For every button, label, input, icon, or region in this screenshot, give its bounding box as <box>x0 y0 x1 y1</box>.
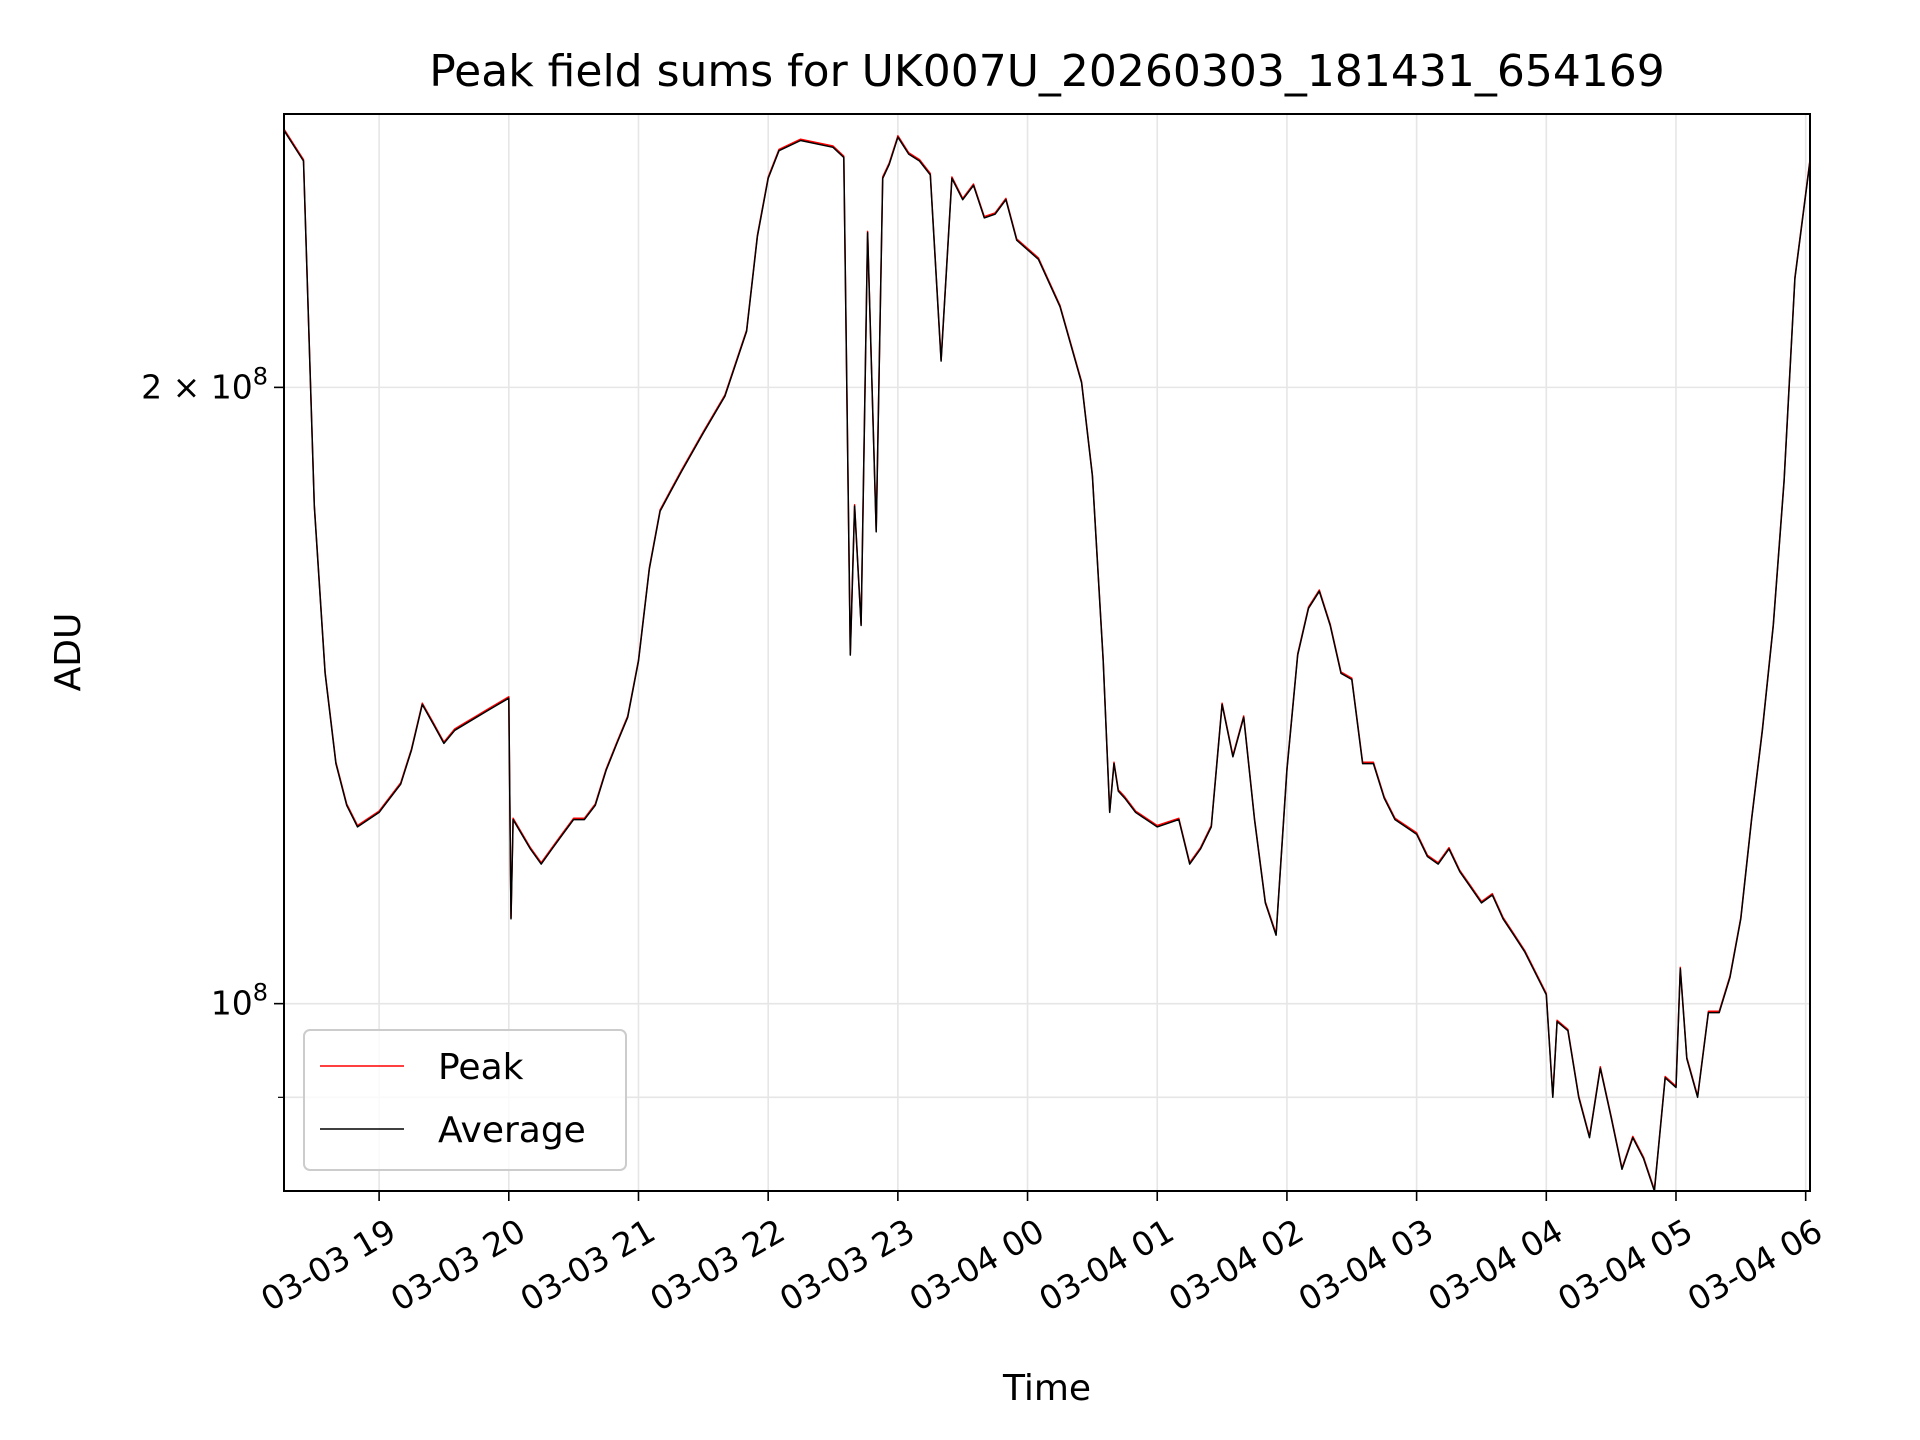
chart-title: Peak field sums for UK007U_20260303_1814… <box>429 46 1665 97</box>
y-tick-label: 2 × 108 <box>141 362 268 406</box>
legend-label-average: Average <box>438 1110 586 1151</box>
plot-frame <box>283 113 1811 1192</box>
grid-lines <box>284 114 1810 1191</box>
legend-label-peak: Peak <box>438 1047 524 1088</box>
y-axis-ticks: 108 2 × 108 <box>141 362 284 1098</box>
legend-box <box>303 1029 627 1171</box>
x-axis-label: Time <box>1002 1368 1091 1409</box>
y-tick-label: 108 <box>211 979 268 1023</box>
series-line-average <box>283 130 1811 1192</box>
legend: Peak Average <box>303 1029 627 1171</box>
y-axis-label: ADU <box>48 613 89 692</box>
series-layer <box>283 128 1811 1192</box>
